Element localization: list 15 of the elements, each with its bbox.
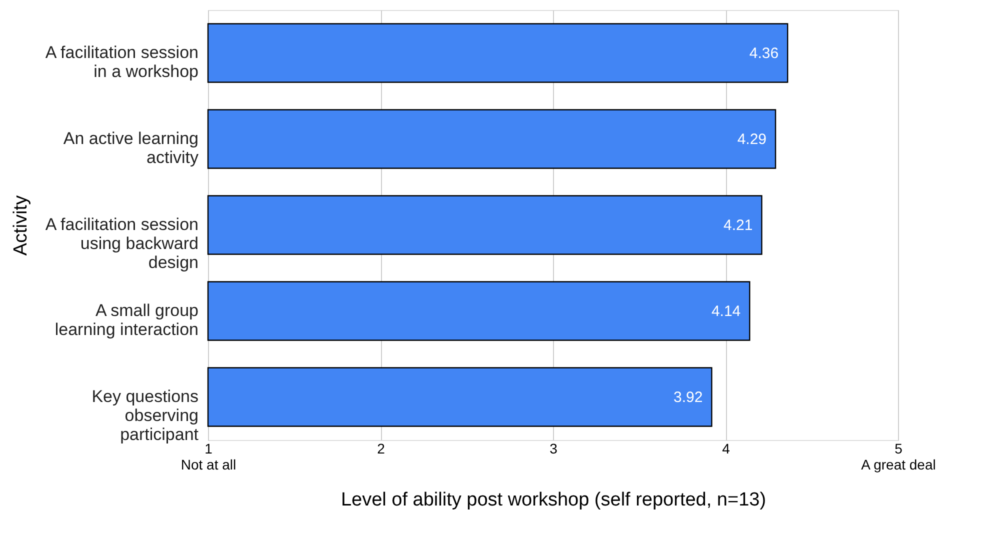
data-label: 4.14 xyxy=(711,303,741,320)
y-tick-label: A small group learning interaction xyxy=(54,301,198,339)
x-tick-label: 5 A great deal xyxy=(861,440,936,472)
data-label: 3.92 xyxy=(673,389,703,406)
data-label: 4.36 xyxy=(749,45,779,62)
x-tick-label: 3 xyxy=(550,440,558,456)
data-label: 4.21 xyxy=(724,217,753,234)
y-tick-label: A facilitation session using backward design xyxy=(45,215,198,272)
x-axis-title: Level of ability post workshop (self reported, n=13) xyxy=(340,490,766,510)
x-tick-label: 2 xyxy=(377,440,386,456)
data-label: 4.29 xyxy=(737,131,767,148)
y-axis-title: Activity xyxy=(10,194,32,256)
x-tick-label: 4 xyxy=(722,440,730,456)
y-tick-label: An active learning activity xyxy=(63,129,199,167)
y-tick-label: A facilitation session in a workshop xyxy=(45,43,198,81)
